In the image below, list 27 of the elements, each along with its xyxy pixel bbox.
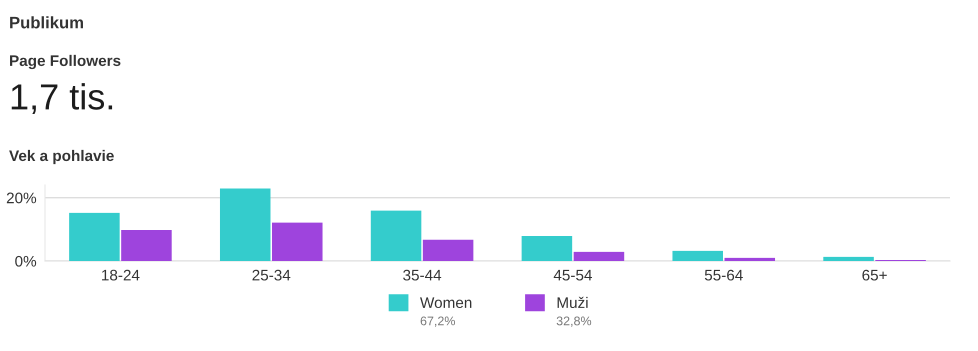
bar — [724, 258, 776, 261]
bar — [574, 252, 624, 261]
text: Publikum — [10, 16, 83, 28]
text: 1,7 tis. — [12, 83, 112, 114]
y-tick-label: 0% — [15, 256, 36, 267]
legend-label: Muži — [558, 296, 588, 308]
x-tick-label: 18-24 — [102, 270, 140, 281]
bar — [121, 230, 172, 261]
x-tick-label: 35-44 — [403, 270, 442, 281]
x-tick-label: 65+ — [862, 270, 887, 281]
legend-label: Women — [420, 297, 472, 308]
x-tick-label: 55-64 — [704, 270, 743, 281]
x-tick-label: 25-34 — [252, 270, 290, 281]
text: 67,2% — [420, 316, 456, 327]
y-tick-label: 20% — [6, 192, 36, 204]
bar — [69, 212, 120, 261]
bar — [672, 250, 723, 261]
bar — [823, 256, 874, 261]
bar — [220, 188, 270, 261]
text: 32,8% — [556, 316, 592, 327]
bar — [272, 222, 323, 261]
bar — [422, 240, 474, 261]
text: Page Followers — [10, 54, 120, 70]
bar — [370, 210, 422, 261]
x-tick-label: 45-54 — [554, 270, 592, 281]
chart-title: Vek a pohlavie — [9, 150, 114, 164]
bar — [522, 236, 572, 261]
